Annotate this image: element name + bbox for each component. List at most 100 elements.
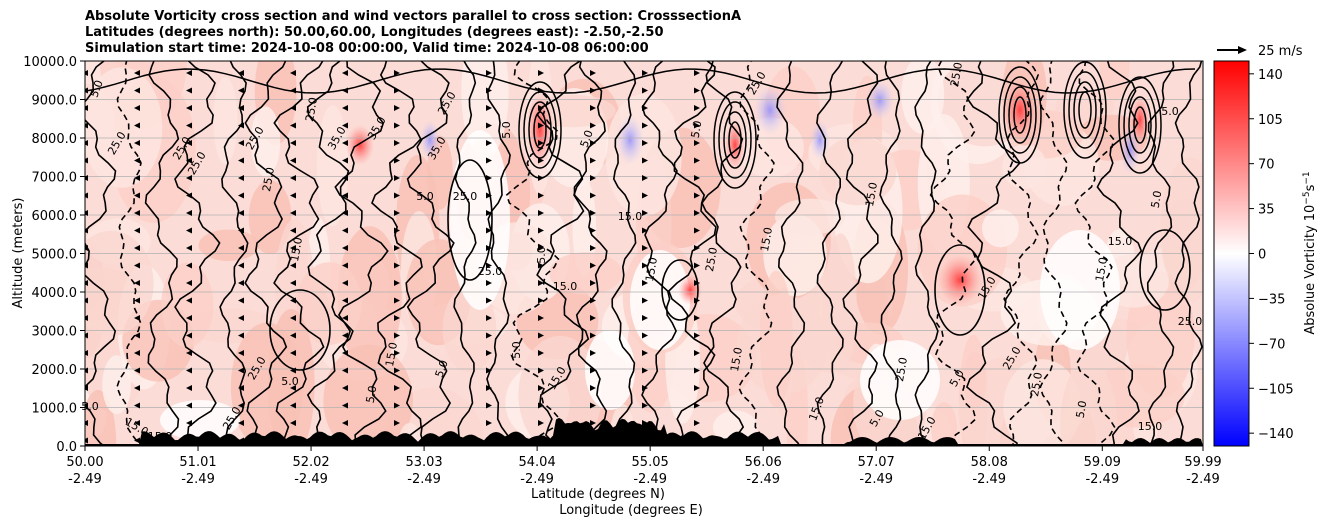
contour-label: 5.0 — [689, 120, 705, 139]
contour-line — [667, 61, 717, 446]
y-tick-label: 10000.0 — [23, 55, 77, 70]
wind-vector — [590, 262, 596, 269]
contour-label: 5.0 — [416, 190, 434, 203]
contour-label: 5.0 — [88, 78, 106, 99]
wind-vector — [694, 297, 700, 304]
contour-label: 15.0 — [148, 430, 173, 443]
x-tick-label-lat: 56.06 — [745, 455, 782, 470]
wind-vector — [186, 297, 192, 304]
contour-line — [219, 61, 249, 446]
wind-vector — [694, 245, 700, 251]
contour-label: 15.0 — [758, 226, 775, 252]
colorbar-tick-label: 70 — [1258, 158, 1275, 173]
contour-line — [85, 68, 1196, 94]
contour-label: 5.0 — [500, 121, 513, 139]
wind-vector — [486, 332, 492, 339]
contour-line — [371, 61, 423, 446]
wind-vector — [85, 175, 88, 181]
wind-vector — [85, 437, 88, 444]
wind-vector — [342, 385, 348, 391]
wind-vector — [486, 210, 492, 216]
contour-line — [1008, 86, 1032, 144]
contour-line — [447, 159, 493, 281]
wind-vector — [694, 157, 700, 164]
wind-vector — [134, 192, 140, 199]
wind-vector — [642, 420, 648, 426]
contour-line — [842, 61, 879, 446]
wind-vector — [290, 385, 296, 391]
wind-vector — [238, 402, 244, 409]
wind-vector — [538, 70, 544, 76]
wind-vector — [590, 297, 596, 304]
wind-vector — [85, 157, 88, 164]
wind-vector — [186, 262, 192, 269]
wind-vector — [342, 297, 348, 304]
wind-vector — [238, 192, 244, 199]
contour-label: 5.0 — [1149, 190, 1165, 209]
contour-line — [144, 61, 180, 446]
contour-line — [965, 61, 1021, 446]
wind-vector — [238, 297, 244, 304]
colorbar-tick-label: −105 — [1258, 382, 1294, 397]
wind-vector — [590, 420, 596, 426]
wind-vector — [394, 280, 400, 286]
x-axis: 50.00 -2.49 51.01 -2.49 52.02 -2.49 53.03 -2.49… — [66, 446, 1222, 487]
wind-vector — [538, 227, 544, 234]
wind-vector — [694, 210, 700, 216]
contour-label: 15.0 — [643, 256, 660, 282]
wind-vector — [290, 157, 296, 164]
contour-line — [505, 61, 561, 446]
wind-vector — [538, 367, 544, 374]
wind-vector — [186, 385, 192, 391]
wind-vector — [642, 367, 648, 374]
y-tick-label: 3000.0 — [32, 325, 78, 340]
contour-line — [776, 61, 806, 446]
contour-line — [1039, 61, 1068, 446]
wind-vector — [290, 332, 296, 339]
contour-line — [1073, 81, 1097, 139]
wind-vector — [238, 210, 244, 216]
wind-vector — [290, 315, 296, 321]
wind-vector — [134, 420, 140, 426]
wind-vector — [486, 262, 492, 269]
wind-vector — [538, 157, 544, 164]
wind-vector — [85, 297, 88, 304]
wind-vector — [486, 157, 492, 164]
wind-vector — [394, 315, 400, 321]
wind-vector — [642, 192, 648, 199]
wind-vector — [134, 87, 140, 94]
wind-vector — [486, 350, 492, 356]
wind-vector — [694, 262, 700, 269]
chart-title: Absolute Vorticity cross section and win… — [85, 9, 741, 57]
contour-line — [998, 66, 1042, 164]
wind-vector — [694, 332, 700, 339]
wind-vector — [642, 262, 648, 269]
wind-vector — [642, 210, 648, 216]
wind-vector — [642, 105, 648, 111]
wind-vector — [186, 315, 192, 321]
contour-lines — [85, 61, 1203, 446]
wind-vector — [394, 157, 400, 164]
wind-vector — [694, 385, 700, 391]
wind-vector — [486, 367, 492, 374]
wind-vector — [238, 385, 244, 391]
contour-line — [1068, 71, 1102, 149]
contour-line — [269, 289, 331, 371]
wind-vector — [134, 280, 140, 286]
wind-vector — [538, 262, 544, 269]
wind-vector — [694, 227, 700, 234]
y-tick-label: 0.0 — [56, 440, 77, 455]
contour-label: 5.0 — [364, 385, 380, 404]
wind-vector — [538, 140, 544, 146]
contour-label: 15.0 — [1108, 235, 1133, 248]
wind-vector — [538, 332, 544, 339]
wind-vector — [642, 385, 648, 391]
wind-vector — [486, 385, 492, 391]
x-tick-label-lon: -2.49 — [407, 472, 441, 487]
x-tick-label-lon: -2.49 — [972, 472, 1006, 487]
y-tick-label: 6000.0 — [32, 209, 78, 224]
contour-line — [1139, 229, 1191, 311]
wind-vector — [134, 175, 140, 181]
contour-label: 25.0 — [893, 356, 910, 382]
title-line-2: Latitudes (degrees north): 50.00,60.00, … — [85, 25, 664, 40]
